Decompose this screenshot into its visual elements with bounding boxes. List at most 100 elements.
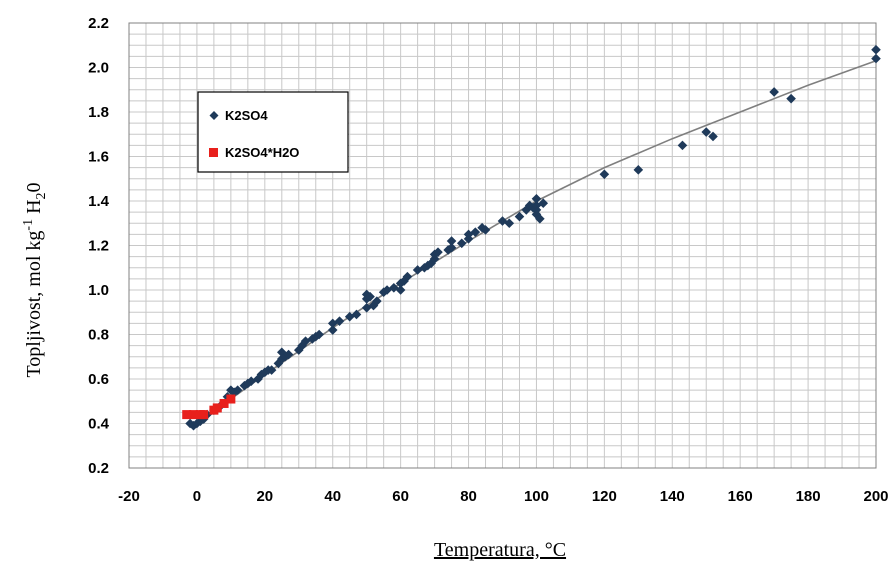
data-point-k2so4 [310, 331, 321, 342]
x-tick-label: -20 [118, 488, 140, 505]
data-point-k2so4 [456, 238, 467, 249]
legend-label-k2so4-h2o: K2SO4*H2O [225, 145, 299, 160]
y-axis-title-end: 0 [23, 182, 45, 192]
y-axis-title-sup: -1 [21, 219, 36, 231]
data-point-k2so4 [395, 285, 406, 295]
legend-box [197, 91, 349, 173]
y-tick-label: 1.0 [88, 282, 109, 299]
y-tick-label: 1.6 [88, 149, 109, 166]
data-point-k2so4 [531, 193, 542, 204]
data-point-k2so4 [504, 218, 515, 229]
y-tick-label: 1.2 [88, 238, 109, 255]
data-points [182, 44, 881, 431]
data-point-k2so4 [399, 276, 409, 286]
data-point-k2so4 [443, 245, 453, 255]
data-point-k2so4 [327, 325, 338, 335]
data-point-k2so4 [188, 420, 199, 431]
data-point-k2so4 [786, 93, 796, 104]
data-point-k2so4-h2o [212, 403, 222, 413]
data-point-k2so4 [871, 44, 881, 55]
data-point-k2so4 [528, 202, 538, 213]
x-tick-label: 140 [660, 488, 685, 505]
data-point-k2so4 [871, 53, 881, 64]
data-point-k2so4 [283, 349, 294, 360]
data-point-k2so4 [273, 358, 284, 369]
legend-marker-k2so4-h2o [209, 148, 218, 157]
data-point-k2so4 [477, 222, 487, 233]
data-point-k2so4 [769, 87, 779, 97]
legend: K2SO4 K2SO4*H2O [197, 91, 349, 173]
data-point-k2so4 [521, 205, 532, 215]
data-point-k2so4 [239, 380, 250, 391]
data-point-k2so4 [497, 216, 508, 226]
data-point-k2so4 [382, 285, 392, 295]
x-tick-label: 20 [256, 488, 273, 505]
plot-frame [128, 22, 877, 469]
data-point-k2so4 [293, 345, 304, 355]
y-tick-label: 2.2 [88, 15, 109, 32]
y-tick-label: 0.2 [88, 460, 109, 477]
data-point-k2so4 [419, 262, 430, 273]
x-tick-label: 160 [728, 488, 753, 505]
legend-marker-k2so4 [209, 111, 219, 120]
x-tick-label: 120 [592, 488, 617, 505]
data-point-k2so4 [243, 378, 253, 389]
data-point-k2so4 [368, 300, 379, 311]
data-point-k2so4 [423, 260, 433, 271]
data-point-k2so4 [260, 367, 270, 378]
x-tick-label: 200 [863, 488, 888, 505]
data-point-k2so4-h2o [182, 410, 192, 420]
y-tick-label: 1.4 [88, 193, 110, 210]
data-point-k2so4 [351, 309, 362, 320]
data-point-k2so4 [633, 165, 644, 175]
y-tick-label: 2.0 [88, 60, 109, 77]
data-point-k2so4 [446, 236, 457, 246]
data-point-k2so4-h2o [226, 394, 236, 404]
data-point-k2so4 [470, 227, 481, 237]
data-point-k2so4 [480, 225, 491, 235]
data-point-k2so4 [701, 127, 712, 137]
data-point-k2so4 [708, 131, 718, 142]
x-tick-label: 40 [324, 488, 341, 505]
x-tick-label: 180 [796, 488, 821, 505]
y-axis-title-sub: 2 [34, 192, 49, 199]
data-point-k2so4 [314, 329, 324, 340]
x-tick-label: 100 [524, 488, 549, 505]
y-axis-title: Topljivost, mol kg-1 H20 [21, 182, 49, 377]
data-point-k2so4 [395, 278, 406, 289]
y-tick-label: 1.8 [88, 104, 109, 121]
data-point-k2so4 [538, 198, 549, 209]
data-point-k2so4 [535, 214, 545, 224]
data-point-k2so4-h2o [199, 410, 209, 420]
data-point-k2so4 [246, 376, 257, 387]
data-point-k2so4 [300, 336, 311, 346]
data-point-k2so4 [307, 334, 318, 344]
data-point-k2so4 [402, 271, 413, 282]
x-axis-title: Temperatura, °C [434, 539, 566, 561]
tick-labels: -20 0 20 40 60 80 100 120 140 160 180 200 0.2 0.4 0.6 0… [88, 15, 888, 505]
data-point-k2so4 [276, 347, 287, 358]
y-axis-title-tail: H [23, 199, 45, 218]
x-tick-label: 0 [193, 488, 201, 505]
data-point-k2so4 [677, 140, 688, 151]
data-point-k2so4 [463, 229, 474, 240]
data-point-k2so4 [185, 418, 195, 429]
data-point-k2so4 [365, 291, 375, 302]
data-point-k2so4 [266, 365, 277, 375]
grid [128, 22, 877, 469]
data-point-k2so4 [412, 265, 423, 275]
y-tick-label: 0.6 [88, 371, 109, 388]
x-tick-label: 60 [392, 488, 409, 505]
x-tick-label: 80 [460, 488, 477, 505]
data-point-k2so4 [514, 211, 525, 222]
data-point-k2so4 [334, 316, 345, 326]
data-point-k2so4 [276, 354, 287, 364]
data-point-k2so4 [372, 296, 382, 306]
data-point-k2so4-h2o [219, 398, 229, 408]
y-tick-label: 0.8 [88, 327, 109, 344]
data-point-k2so4 [433, 247, 443, 257]
y-tick-label: 0.4 [88, 416, 110, 433]
data-point-k2so4 [344, 311, 355, 322]
data-point-k2so4 [327, 318, 338, 329]
